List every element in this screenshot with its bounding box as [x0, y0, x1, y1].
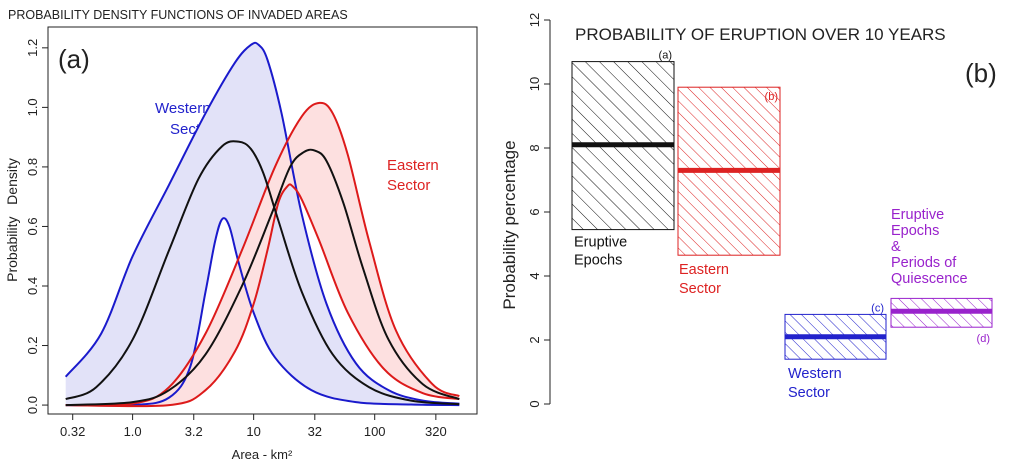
panel-b-y-tick-label: 2	[527, 336, 542, 343]
panel-b-title: PROBABILITY OF ERUPTION OVER 10 YEARS	[575, 25, 946, 44]
panel-b-y-tick-label: 6	[527, 208, 542, 215]
bar-label: Eruptive	[574, 235, 627, 251]
eastern-sector-label-1: Eastern	[387, 157, 439, 174]
bar-label: &	[891, 239, 901, 255]
panel-b-y-tick-label: 12	[527, 13, 542, 27]
panel-a-x-tick-label: 100	[364, 424, 386, 439]
western-sector-label-1: Western	[155, 100, 211, 117]
panel-a-y-tick-label: 0.6	[25, 217, 40, 235]
panel-a-y-tick-label: 0.0	[25, 396, 40, 414]
bar-tag: (a)	[659, 50, 672, 62]
bar-tag: (b)	[765, 91, 778, 103]
panel-b-label: (b)	[965, 58, 997, 88]
panel-a-label: (a)	[58, 44, 90, 74]
pdf-curve-upper-1	[65, 101, 460, 407]
panel-a-x-tick-label: 3.2	[185, 424, 203, 439]
panel-a-y-tick-label: 0.8	[25, 158, 40, 176]
bar-tag: (d)	[977, 333, 990, 345]
panel-a-x-axis-label: Area - km²	[232, 447, 293, 462]
bar-label: Quiescence	[891, 271, 968, 287]
panel-a-frame	[47, 26, 478, 415]
pdf-curve-lower-1	[65, 183, 460, 408]
bar-label: Periods of	[891, 255, 957, 271]
bar-label: Western	[788, 366, 842, 382]
panel-b-y-tick-label: 0	[527, 400, 542, 407]
bar-tag: (c)	[871, 302, 884, 314]
panel-a-y-tick-label: 0.2	[25, 336, 40, 354]
panel-a-x-tick-label: 1.0	[124, 424, 142, 439]
panel-b-y-tick-label: 10	[527, 77, 542, 91]
bar-label: Sector	[679, 281, 721, 297]
pdf-curve-upper-0	[64, 41, 460, 405]
panel-a-title: PROBABILITY DENSITY FUNCTIONS OF INVADED…	[8, 8, 348, 22]
eastern-sector-label-2: Sector	[387, 177, 430, 194]
panel-a-y-axis-label: Probability Density	[4, 158, 20, 282]
panel-b-y-tick-label: 8	[527, 144, 542, 151]
panel-a-y-tick-label: 1.2	[25, 39, 40, 57]
bar-label: Epochs	[891, 223, 939, 239]
bar-label: Eastern	[679, 262, 729, 278]
panel-a-y-tick-label: 1.0	[25, 98, 40, 116]
bar-label: Sector	[788, 385, 830, 401]
pdf-curve-2	[65, 140, 460, 406]
panel-b-y-tick-label: 4	[527, 272, 542, 279]
panel-a-y-tick-label: 0.4	[25, 277, 40, 295]
panel-a-x-tick-label: 320	[425, 424, 447, 439]
pdf-band-1	[65, 102, 460, 407]
pdf-curve-3	[65, 148, 460, 407]
panel-a-x-tick-label: 0.32	[60, 424, 85, 439]
bar-label: Eruptive	[891, 207, 944, 223]
pdf-curve-lower-0	[65, 217, 460, 407]
bar-label: Epochs	[574, 253, 622, 269]
panel-a-x-tick-label: 10	[246, 424, 260, 439]
panel-a-x-tick-label: 32	[308, 424, 322, 439]
panel-b-y-axis-label: Probability percentage	[500, 140, 519, 309]
